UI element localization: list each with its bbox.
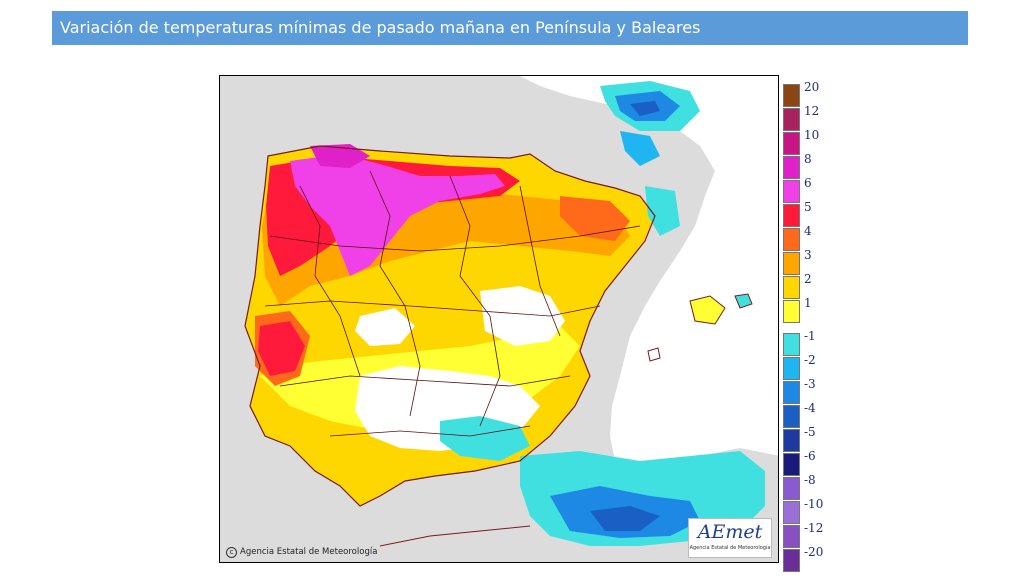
legend-label: -8 bbox=[804, 473, 816, 487]
legend-label: 5 bbox=[804, 200, 812, 214]
legend-label: 20 bbox=[804, 80, 820, 94]
legend-label: 3 bbox=[804, 248, 812, 262]
island-menorca bbox=[734, 293, 753, 309]
legend-swatch bbox=[783, 525, 800, 548]
legend-swatch bbox=[783, 453, 800, 476]
legend-label: 2 bbox=[804, 272, 812, 286]
page-title: Variación de temperaturas mínimas de pas… bbox=[52, 11, 968, 45]
legend-swatch bbox=[783, 108, 800, 131]
legend-swatch bbox=[783, 228, 800, 251]
region-borders bbox=[264, 170, 641, 437]
legend-swatch bbox=[783, 276, 800, 299]
legend-label: -10 bbox=[804, 497, 824, 511]
map-canvas bbox=[220, 76, 778, 562]
legend-swatch bbox=[783, 429, 800, 452]
temperature-variation-map: c Agencia Estatal de Meteorología AEmet A… bbox=[219, 75, 779, 563]
cool-band-4-alboran bbox=[590, 506, 660, 531]
legend-label: -3 bbox=[804, 377, 816, 391]
legend-swatch bbox=[783, 84, 800, 107]
cool-band-1-catalonia bbox=[645, 186, 680, 236]
cool-band-1-andalusia bbox=[440, 416, 530, 461]
atlantic-ocean bbox=[220, 76, 530, 416]
legend-swatch bbox=[783, 204, 800, 227]
africa-coastline bbox=[379, 525, 531, 547]
mediterranean-sea bbox=[520, 76, 778, 464]
cool-band-2-gulf bbox=[620, 131, 660, 166]
legend-swatch bbox=[783, 477, 800, 500]
legend-swatch bbox=[783, 132, 800, 155]
logo-wordmark: AEmet bbox=[697, 521, 763, 543]
legend-label: 1 bbox=[804, 296, 812, 310]
warm-band-8 bbox=[310, 144, 370, 168]
legend-swatch bbox=[783, 252, 800, 275]
legend-label: 4 bbox=[804, 224, 812, 238]
legend-label: -20 bbox=[804, 545, 824, 559]
map-credit: c Agencia Estatal de Meteorología bbox=[226, 547, 377, 558]
warm-band-4-northeast bbox=[560, 196, 630, 241]
legend-label: -4 bbox=[804, 401, 816, 415]
color-legend: 20 12 10 8 6 5 4 3 2 1 -1 -2 -3 -4 -5 -6 -8 -10 -12 -20 bbox=[783, 80, 843, 572]
legend-swatch bbox=[783, 357, 800, 380]
warm-band-5-portugal bbox=[258, 321, 305, 376]
neutral-zone-east bbox=[480, 286, 565, 346]
iberia-coastline bbox=[244, 145, 656, 507]
logo-subtext: Agencia Estatal de Meteorología bbox=[689, 545, 771, 551]
legend-swatch bbox=[783, 300, 800, 323]
legend-label: -12 bbox=[804, 521, 824, 535]
legend-swatch bbox=[783, 333, 800, 356]
legend-swatch bbox=[783, 381, 800, 404]
island-ibiza bbox=[647, 347, 661, 362]
neutral-zone-center bbox=[355, 308, 415, 346]
legend-label: -5 bbox=[804, 425, 816, 439]
credit-text: Agencia Estatal de Meteorología bbox=[240, 547, 378, 557]
island-mallorca bbox=[689, 295, 726, 325]
cool-band-4-northeast bbox=[630, 101, 660, 116]
legend-label: 10 bbox=[804, 128, 820, 142]
aemet-logo: AEmet Agencia Estatal de Meteorología bbox=[688, 518, 772, 558]
legend-swatch bbox=[783, 549, 800, 572]
legend-swatch bbox=[783, 156, 800, 179]
legend-label: 8 bbox=[804, 152, 812, 166]
legend-label: -6 bbox=[804, 449, 816, 463]
legend-label: -1 bbox=[804, 329, 816, 343]
legend-label: 6 bbox=[804, 176, 812, 190]
warm-band-6 bbox=[290, 154, 505, 276]
legend-swatch bbox=[783, 405, 800, 428]
copyright-icon: c bbox=[226, 547, 237, 558]
legend-swatch bbox=[783, 180, 800, 203]
legend-swatch bbox=[783, 501, 800, 524]
legend-label: 12 bbox=[804, 104, 820, 118]
legend-label: -2 bbox=[804, 353, 816, 367]
